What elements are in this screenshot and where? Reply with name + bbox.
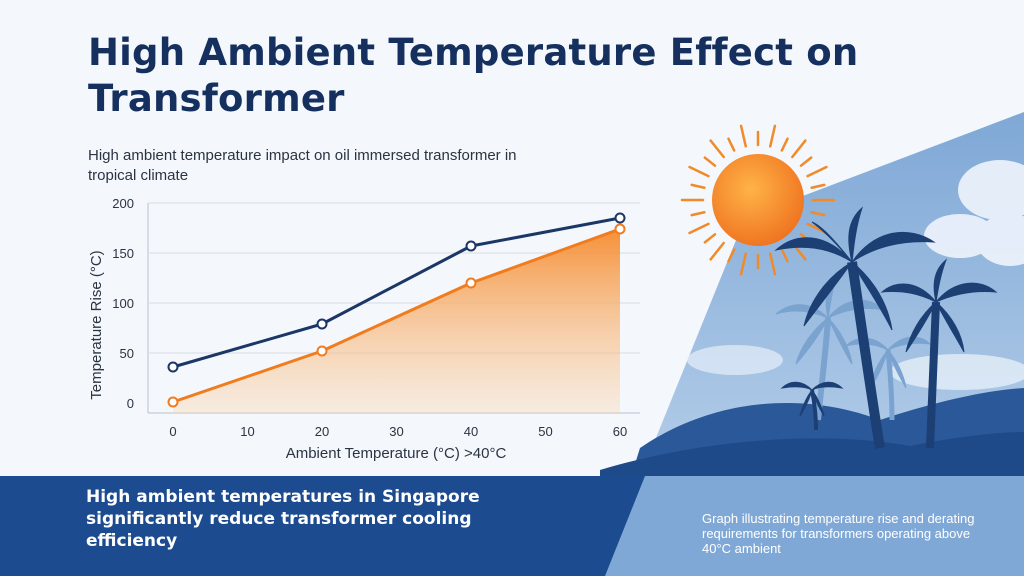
y-axis-label: Temperature Rise (°C) [88, 250, 105, 399]
y-tick-label: 50 [120, 346, 134, 361]
data-point [614, 212, 626, 224]
y-tick-label: 150 [112, 246, 134, 261]
banner-light [605, 476, 1024, 576]
x-tick-label: 50 [538, 424, 552, 439]
x-axis-label: Ambient Temperature (°C) >40°C [286, 445, 507, 462]
data-point [465, 240, 477, 252]
data-point [167, 361, 179, 373]
line-chart: 0 50 100 150 200 0 10 20 30 40 50 60 Temperature Ri… [88, 196, 640, 462]
series-line-1 [172, 216, 621, 369]
data-point [614, 223, 626, 235]
data-point [316, 345, 328, 357]
banner-dark [0, 476, 645, 576]
x-tick-label: 60 [613, 424, 627, 439]
clouds [687, 160, 1024, 390]
y-tick-label: 200 [112, 196, 134, 211]
y-tick-label: 0 [127, 396, 134, 411]
x-tick-label: 0 [169, 424, 176, 439]
series-line-2 [172, 227, 621, 404]
x-tick-label: 30 [389, 424, 403, 439]
palm-tree-icon [774, 206, 998, 449]
y-tick-label: 100 [112, 296, 134, 311]
x-tick-label: 20 [315, 424, 329, 439]
data-point [167, 396, 179, 408]
page-subtitle: High ambient temperature impact on oil i… [88, 147, 517, 184]
page-title: High Ambient Temperature Effect on Trans… [88, 31, 859, 120]
data-point [465, 277, 477, 289]
x-tick-label: 40 [464, 424, 478, 439]
data-point [316, 318, 328, 330]
x-tick-label: 10 [240, 424, 254, 439]
banner-caption: Graph illustrating temperature rise and … [702, 511, 975, 556]
banner-headline: High ambient temperatures in Singapore s… [86, 487, 480, 551]
series-area [173, 229, 620, 413]
